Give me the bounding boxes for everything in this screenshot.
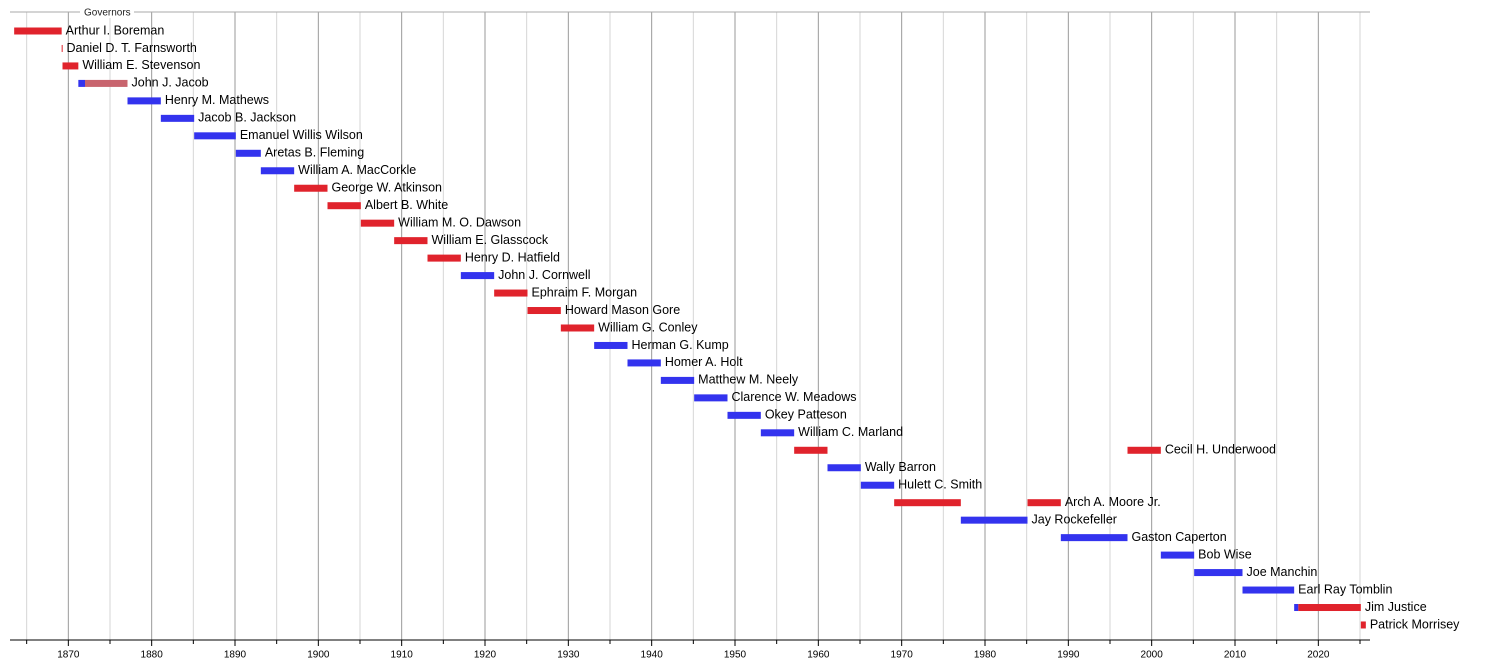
term-bar	[127, 97, 161, 105]
governor-label: Ephraim F. Morgan	[532, 285, 638, 299]
x-tick-label: 2010	[1224, 650, 1247, 660]
x-tick-label: 1880	[141, 650, 164, 660]
governor-label: Howard Mason Gore	[565, 303, 680, 317]
x-tick-label: 1970	[891, 650, 914, 660]
term-bar	[394, 237, 428, 245]
governor-label: Daniel D. T. Farnsworth	[67, 41, 197, 55]
x-tick-label: 2000	[1141, 650, 1164, 660]
term-bar	[1060, 534, 1128, 542]
governor-label: Clarence W. Meadows	[732, 390, 857, 404]
term-bar	[960, 516, 1028, 524]
x-tick-label: 1900	[307, 650, 330, 660]
governor-label: Henry D. Hatfield	[465, 250, 560, 264]
governor-label: William E. Stevenson	[82, 58, 200, 72]
x-tick-label: 1930	[557, 650, 580, 660]
governor-label: Jay Rockefeller	[1032, 512, 1117, 526]
term-bar	[78, 79, 85, 87]
term-bar	[727, 411, 761, 419]
term-bar	[860, 481, 895, 489]
x-tick-label: 1980	[974, 650, 997, 660]
governor-label: Herman G. Kump	[632, 338, 729, 352]
term-bar	[627, 359, 661, 367]
x-tick-label: 1920	[474, 650, 497, 660]
term-bar	[760, 429, 795, 437]
x-tick-label: 1910	[391, 650, 414, 660]
governor-label: John J. Cornwell	[498, 268, 590, 282]
governor-label: Albert B. White	[365, 198, 448, 212]
governor-label: Joe Manchin	[1247, 565, 1318, 579]
term-bar	[560, 324, 595, 332]
term-bar	[827, 464, 861, 472]
governor-label: Emanuel Willis Wilson	[240, 128, 363, 142]
governor-label: William A. MacCorkle	[298, 163, 416, 177]
term-bar	[235, 149, 261, 157]
governor-label: John J. Jacob	[132, 76, 209, 90]
term-bar	[794, 446, 828, 454]
term-bar	[194, 132, 236, 140]
term-bar	[260, 167, 295, 175]
governor-label: Matthew M. Neely	[698, 373, 799, 387]
governor-label: Bob Wise	[1198, 547, 1252, 561]
term-bar	[294, 184, 328, 192]
term-bar	[460, 272, 495, 280]
term-bar	[1127, 446, 1161, 454]
term-bar	[360, 219, 395, 227]
governor-label: Wally Barron	[865, 460, 936, 474]
term-bar	[327, 202, 361, 210]
term-bar	[1298, 604, 1361, 612]
title-background	[80, 6, 134, 18]
governor-label: William E. Glasscock	[432, 233, 549, 247]
term-bar	[1242, 586, 1295, 594]
governor-label: William M. O. Dawson	[398, 215, 521, 229]
governor-label: Cecil H. Underwood	[1165, 443, 1276, 457]
governor-label: Homer A. Holt	[665, 355, 743, 369]
term-bar	[1360, 621, 1366, 629]
x-tick-label: 1940	[641, 650, 664, 660]
governor-label: William G. Conley	[598, 320, 698, 334]
term-bar	[1194, 569, 1243, 577]
governor-label: Henry M. Mathews	[165, 93, 269, 107]
governor-label: Patrick Morrisey	[1370, 617, 1460, 631]
x-tick-label: 1950	[724, 650, 747, 660]
term-bar	[1294, 604, 1299, 612]
term-bar	[85, 79, 128, 87]
governor-label: Arch A. Moore Jr.	[1065, 495, 1161, 509]
governor-label: Okey Patteson	[765, 408, 847, 422]
term-bar	[694, 394, 728, 402]
chart-title: Governors	[84, 8, 131, 19]
x-tick-label: 1870	[57, 650, 80, 660]
term-bar	[494, 289, 528, 297]
term-bar	[1160, 551, 1195, 559]
x-tick-label: 1960	[807, 650, 830, 660]
governor-label: George W. Atkinson	[332, 181, 443, 195]
governor-label: William C. Marland	[798, 425, 903, 439]
governor-label: Gaston Caperton	[1132, 530, 1227, 544]
x-tick-label: 1890	[224, 650, 247, 660]
term-bar	[62, 62, 79, 70]
term-bar	[14, 27, 62, 35]
term-bar	[427, 254, 461, 262]
term-bar	[894, 499, 961, 507]
governor-label: Arthur I. Boreman	[66, 23, 165, 37]
term-bar	[594, 341, 628, 349]
term-bar	[160, 114, 195, 122]
governor-label: Aretas B. Fleming	[265, 146, 364, 160]
term-bar	[527, 307, 561, 315]
governor-label: Earl Ray Tomblin	[1298, 582, 1392, 596]
term-bar	[660, 376, 695, 384]
term-bar	[61, 44, 63, 52]
governor-label: Jacob B. Jackson	[198, 111, 296, 125]
governor-label: Hulett C. Smith	[898, 478, 982, 492]
governor-label: Jim Justice	[1365, 600, 1427, 614]
x-tick-label: 1990	[1057, 650, 1080, 660]
term-bar	[1027, 499, 1061, 507]
x-tick-label: 2020	[1307, 650, 1330, 660]
